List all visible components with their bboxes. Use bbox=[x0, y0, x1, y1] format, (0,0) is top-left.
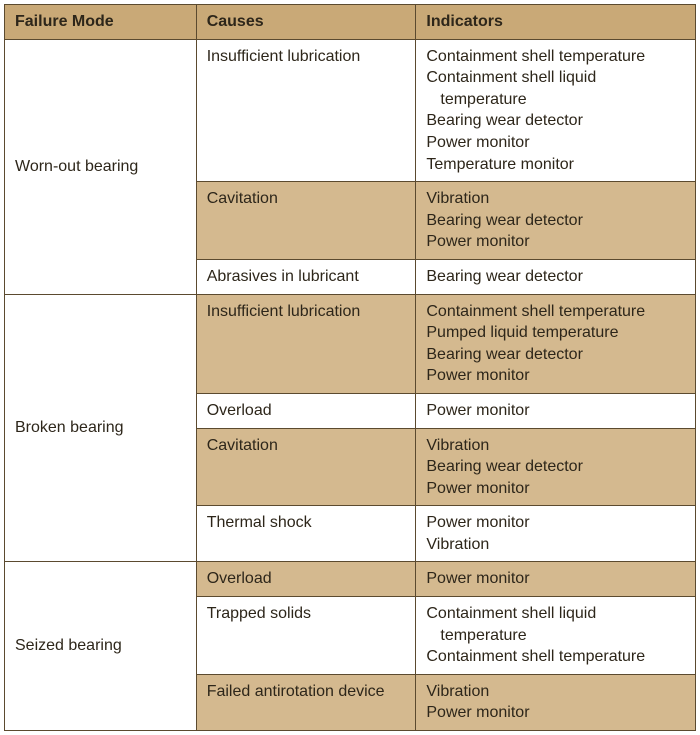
cause-cell: Failed antirotation device bbox=[196, 674, 416, 730]
header-causes: Causes bbox=[196, 5, 416, 40]
indicators-cell: Power monitor bbox=[416, 562, 696, 597]
failure-mode-cell: Broken bearing bbox=[5, 294, 197, 562]
indicator-line: Power monitor bbox=[426, 512, 685, 534]
cause-cell: Cavitation bbox=[196, 428, 416, 506]
indicator-line: Power monitor bbox=[426, 231, 685, 253]
cause-cell: Overload bbox=[196, 393, 416, 428]
indicator-line: Vibration bbox=[426, 681, 685, 703]
cause-cell: Cavitation bbox=[196, 182, 416, 260]
header-failure-mode: Failure Mode bbox=[5, 5, 197, 40]
indicators-cell: Containment shell temperatureContainment… bbox=[416, 39, 696, 182]
cause-cell: Insufficient lubrication bbox=[196, 39, 416, 182]
indicator-line: Containment shell temperature bbox=[426, 46, 685, 68]
indicator-line: Containment shell liquid bbox=[426, 603, 685, 625]
indicators-cell: Bearing wear detector bbox=[416, 259, 696, 294]
indicator-line: Power monitor bbox=[426, 702, 685, 724]
cause-cell: Thermal shock bbox=[196, 506, 416, 562]
header-indicators: Indicators bbox=[416, 5, 696, 40]
failure-mode-cell: Worn-out bearing bbox=[5, 39, 197, 294]
indicator-line: Power monitor bbox=[426, 365, 685, 387]
indicator-line: Containment shell temperature bbox=[426, 646, 685, 668]
indicator-line: Bearing wear detector bbox=[426, 110, 685, 132]
indicators-cell: Power monitorVibration bbox=[416, 506, 696, 562]
indicators-cell: Containment shell temperaturePumped liqu… bbox=[416, 294, 696, 393]
indicators-cell: VibrationBearing wear detectorPower moni… bbox=[416, 182, 696, 260]
indicator-line: Vibration bbox=[426, 188, 685, 210]
cause-cell: Abrasives in lubricant bbox=[196, 259, 416, 294]
indicators-cell: VibrationBearing wear detectorPower moni… bbox=[416, 428, 696, 506]
indicator-line: Bearing wear detector bbox=[426, 344, 685, 366]
failure-mode-table: Failure Mode Causes Indicators Worn-out … bbox=[4, 4, 696, 731]
cause-cell: Trapped solids bbox=[196, 597, 416, 675]
header-row: Failure Mode Causes Indicators bbox=[5, 5, 696, 40]
indicator-line: Vibration bbox=[426, 435, 685, 457]
table-body: Worn-out bearingInsufficient lubrication… bbox=[5, 39, 696, 730]
failure-mode-cell: Seized bearing bbox=[5, 562, 197, 731]
indicator-line: Temperature monitor bbox=[426, 154, 685, 176]
table-row: Worn-out bearingInsufficient lubrication… bbox=[5, 39, 696, 182]
indicators-cell: VibrationPower monitor bbox=[416, 674, 696, 730]
indicator-line: Power monitor bbox=[426, 478, 685, 500]
indicator-line: Power monitor bbox=[426, 568, 685, 590]
indicators-cell: Power monitor bbox=[416, 393, 696, 428]
indicator-line: Containment shell liquid bbox=[426, 67, 685, 89]
cause-cell: Insufficient lubrication bbox=[196, 294, 416, 393]
indicator-line: Bearing wear detector bbox=[426, 456, 685, 478]
indicator-line: Containment shell temperature bbox=[426, 301, 685, 323]
indicators-cell: Containment shell liquidtemperatureConta… bbox=[416, 597, 696, 675]
indicator-line: Bearing wear detector bbox=[426, 210, 685, 232]
indicator-line: Power monitor bbox=[426, 132, 685, 154]
indicator-line: temperature bbox=[426, 89, 685, 111]
table-row: Broken bearingInsufficient lubricationCo… bbox=[5, 294, 696, 393]
cause-cell: Overload bbox=[196, 562, 416, 597]
indicator-line: Vibration bbox=[426, 534, 685, 556]
table-row: Seized bearingOverloadPower monitor bbox=[5, 562, 696, 597]
indicator-line: Power monitor bbox=[426, 400, 685, 422]
indicator-line: Bearing wear detector bbox=[426, 266, 685, 288]
table-header: Failure Mode Causes Indicators bbox=[5, 5, 696, 40]
indicator-line: temperature bbox=[426, 625, 685, 647]
indicator-line: Pumped liquid temperature bbox=[426, 322, 685, 344]
